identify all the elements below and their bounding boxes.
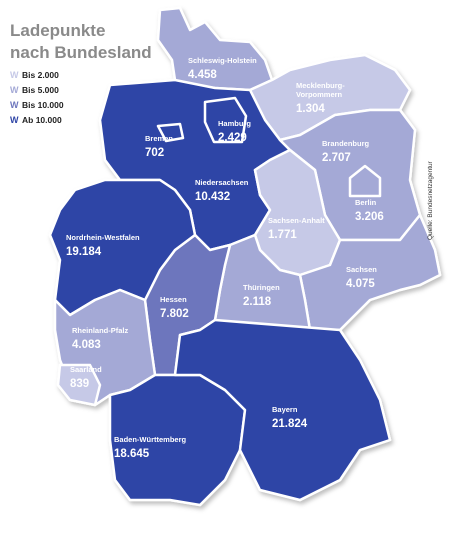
legend-marker: W [10, 100, 19, 110]
legend-marker: W [10, 115, 19, 125]
state-name: Brandenburg [322, 139, 370, 148]
source: Quelle: Bundesnetzagentur [427, 160, 434, 240]
state-value: 19.184 [66, 246, 102, 258]
state-value: 4.458 [188, 69, 217, 81]
state-name: Nordrhein-Westfalen [66, 233, 140, 242]
state-name: Saarland [70, 365, 102, 374]
state-value: 21.824 [272, 418, 308, 430]
title-line: nach Bundesland [10, 43, 152, 62]
state-value: 3.206 [355, 211, 384, 223]
legend-marker: W [10, 85, 19, 95]
state-region [203, 96, 248, 144]
state-name: Niedersachsen [195, 178, 249, 187]
state-value: 4.075 [346, 278, 375, 290]
state-name: Berlin [355, 198, 377, 207]
state-name: Sachsen [346, 265, 377, 274]
state-value: 1.304 [296, 103, 325, 115]
state-value: 839 [70, 378, 89, 390]
state-value: 2.707 [322, 152, 351, 164]
state-name: Sachsen-Anhalt [268, 216, 325, 225]
state-name: Rheinland-Pfalz [72, 326, 129, 335]
legend-label: Bis 2.000 [22, 70, 59, 80]
state-region [348, 164, 382, 198]
state-region [173, 318, 392, 502]
state-value: 7.802 [160, 308, 189, 320]
legend-label: Ab 10.000 [22, 115, 62, 125]
state-value: 702 [145, 147, 164, 159]
state-name: Bremen [145, 134, 173, 143]
state-name: Hamburg [218, 119, 251, 128]
state-labels: Schleswig-Holstein 4.458 Mecklenburg-Vorpo… [66, 56, 384, 460]
state-value: 2.118 [243, 296, 272, 308]
legend-label: Bis 10.000 [22, 100, 64, 110]
state-name: Bayern [272, 405, 298, 414]
state-region [156, 122, 185, 143]
state-value: 10.432 [195, 191, 230, 203]
state-name: Mecklenburg-Vorpommern [296, 81, 345, 99]
legend-marker: W [10, 70, 19, 80]
state-name: Thüringen [243, 283, 280, 292]
state-region [108, 373, 247, 507]
state-name: Schleswig-Holstein [188, 56, 257, 65]
state-name: Baden-Württemberg [114, 435, 187, 444]
state-value: 4.083 [72, 339, 101, 351]
state-value: 2.429 [218, 132, 247, 144]
state-value: 18.645 [114, 448, 150, 460]
state-value: 1.771 [268, 229, 297, 241]
state-region [56, 363, 102, 407]
legend-label: Bis 5.000 [22, 85, 59, 95]
states [48, 6, 442, 507]
title-line: Ladepunkte [10, 21, 105, 40]
state-name: Hessen [160, 295, 187, 304]
